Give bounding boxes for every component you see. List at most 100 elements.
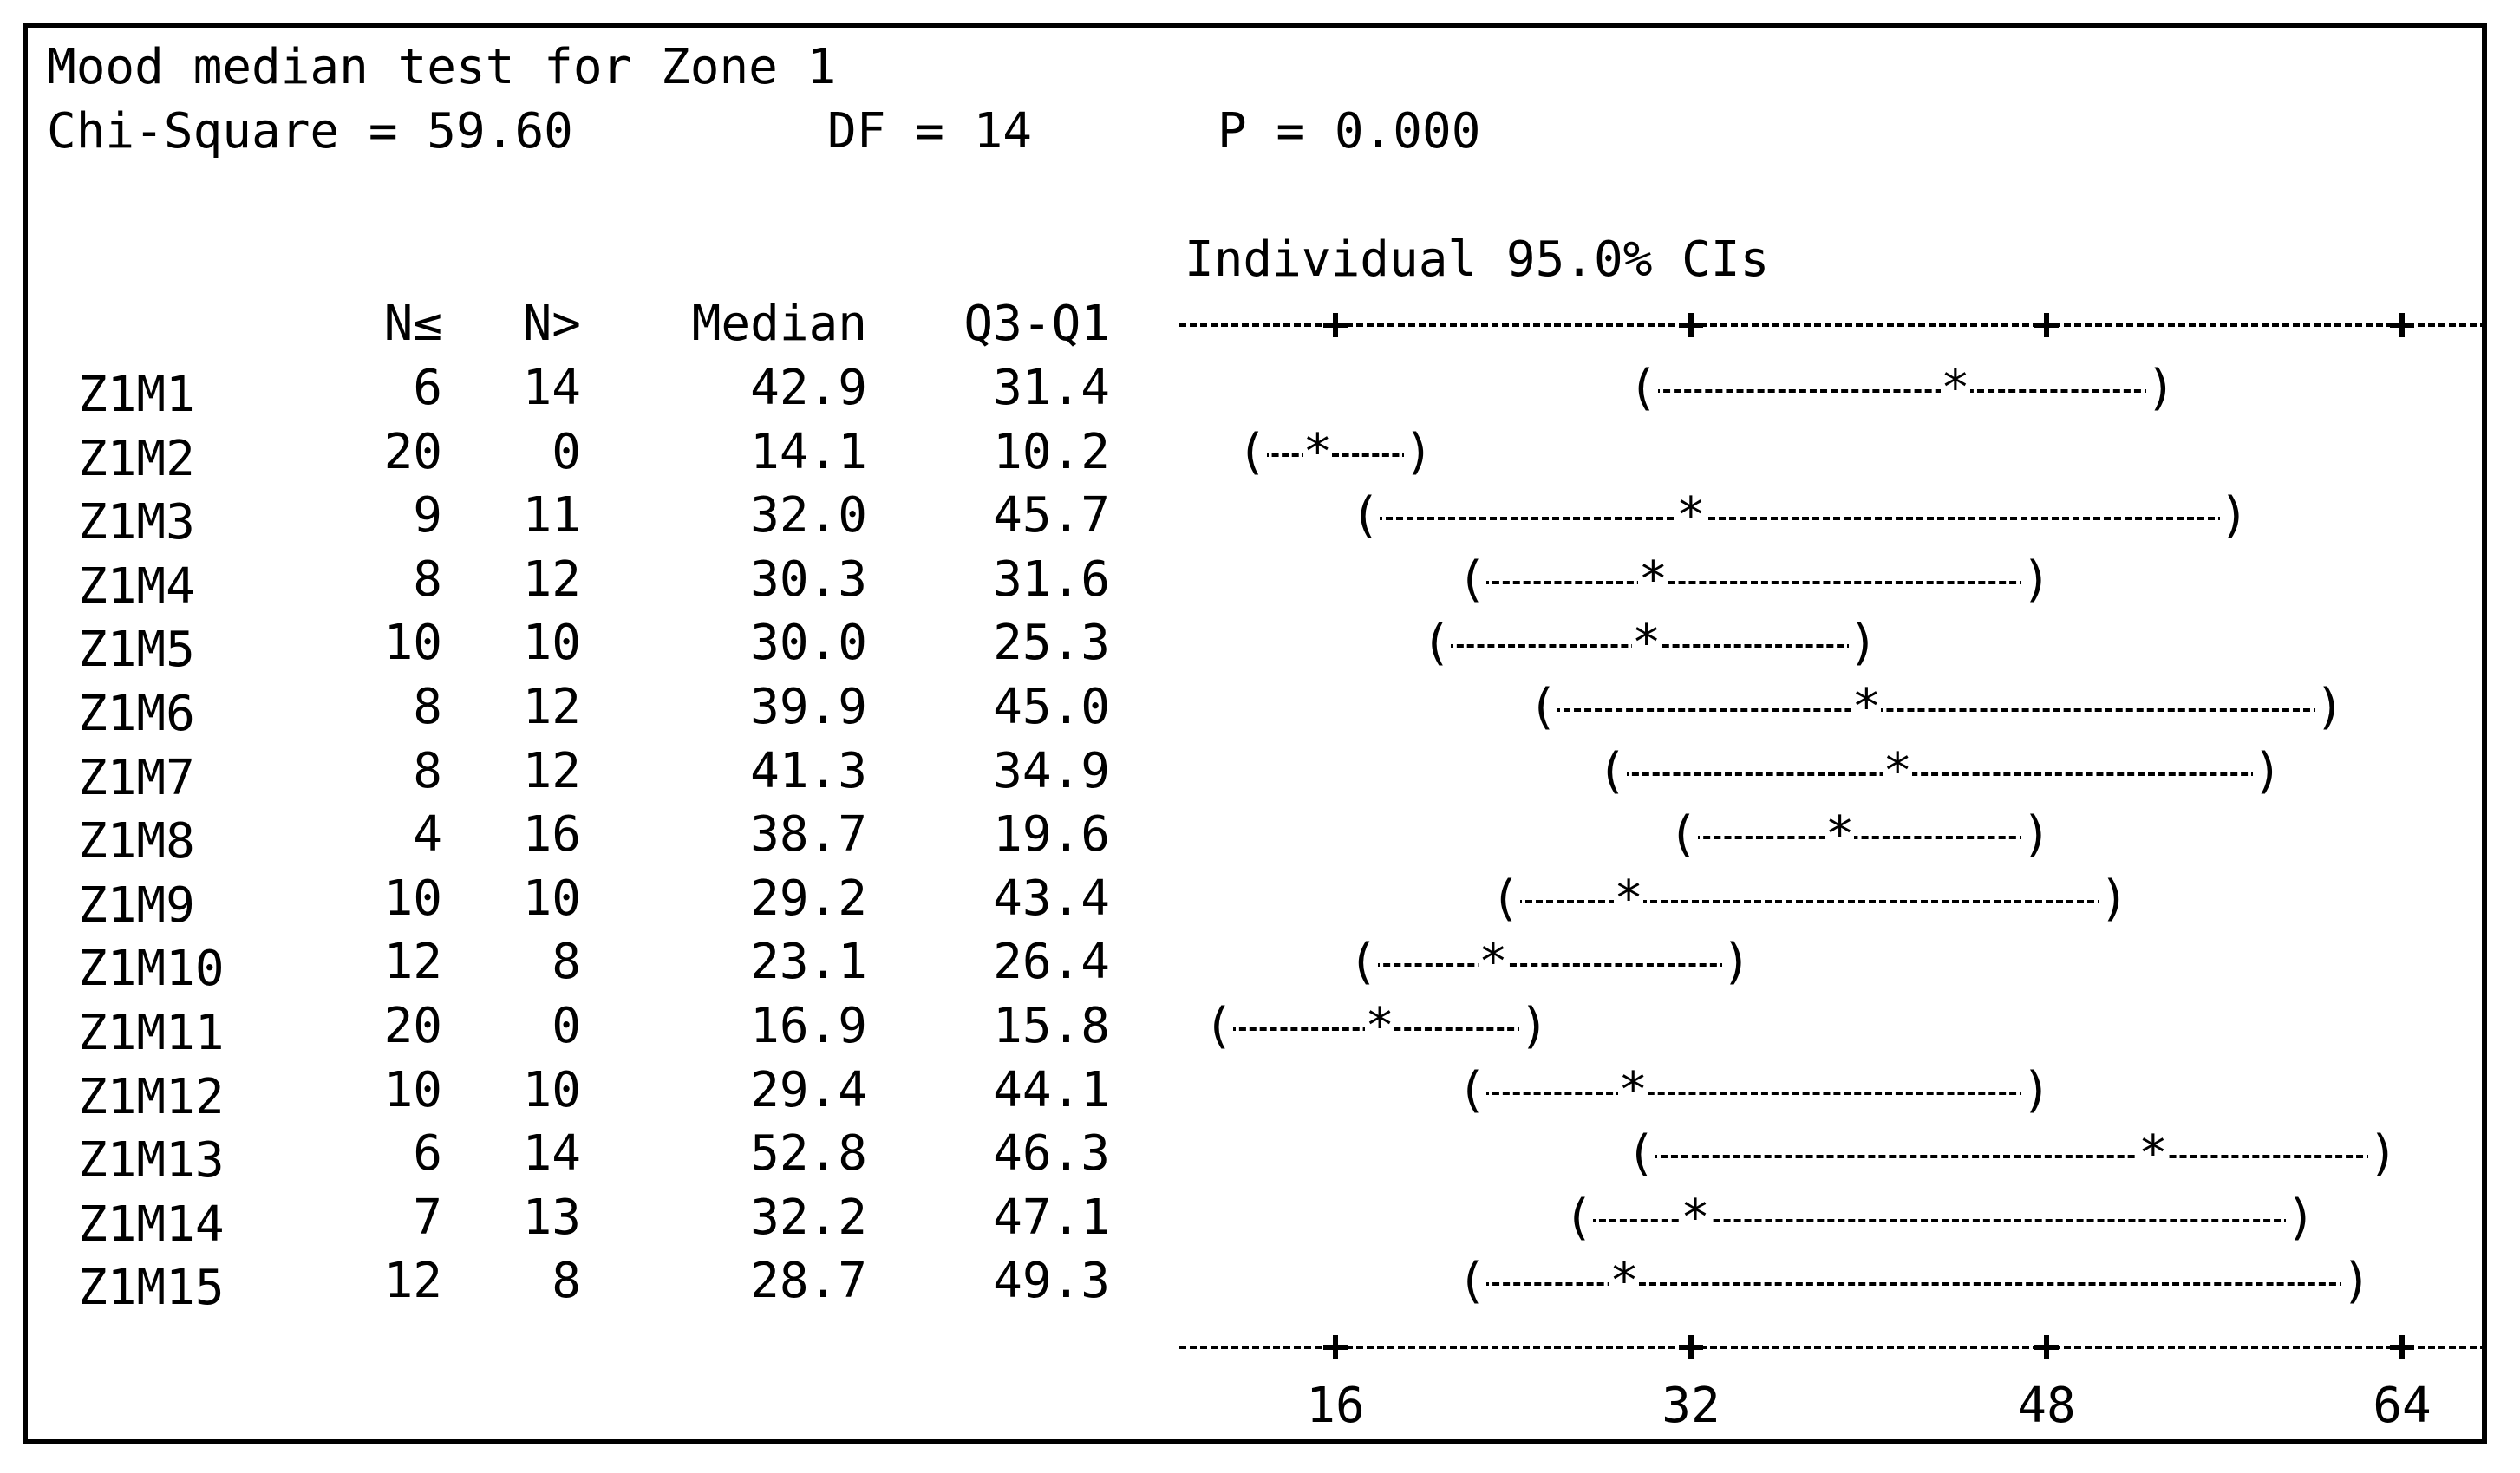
ci-upper-bound: )	[2145, 360, 2176, 416]
axis-tick-mark	[2390, 323, 2414, 328]
row-median: 38.7	[750, 806, 867, 864]
row-median: 32.0	[750, 487, 867, 544]
ci-lower-bound: (	[1668, 806, 1698, 864]
row-n-gt: 10	[522, 1061, 581, 1118]
row-name: Z1M5	[78, 622, 195, 679]
row-q3q1: 19.6	[993, 806, 1110, 864]
ci-lower-bound: (	[1564, 1189, 1594, 1246]
row-n-le: 6	[413, 1125, 442, 1183]
row-q3q1: 45.0	[993, 679, 1110, 735]
row-name: Z1M2	[78, 430, 195, 487]
ci-upper-bound: )	[2252, 742, 2282, 799]
ci-lower-bound: (	[1626, 1125, 1656, 1183]
ci-upper-bound: )	[2021, 806, 2052, 864]
row-n-le: 12	[383, 934, 442, 991]
ci-median-marker: *	[1478, 934, 1508, 991]
ci-lower-bound: (	[1421, 615, 1452, 672]
row-n-gt: 14	[522, 1125, 581, 1183]
ci-interval: () *	[1626, 1126, 2398, 1187]
test-title: Mood median test for Zone 1	[47, 39, 837, 95]
row-q3q1: 49.3	[993, 1253, 1110, 1310]
row-n-le: 10	[383, 1061, 442, 1118]
ci-lower-bound: (	[1457, 1061, 1487, 1118]
row-name: Z1M14	[78, 1196, 225, 1253]
ci-lower-bound: (	[1528, 679, 1558, 735]
row-q3q1: 15.8	[993, 998, 1110, 1054]
row-name: Z1M4	[78, 557, 195, 615]
ci-upper-bound: )	[1404, 423, 1433, 480]
row-n-gt: 10	[522, 615, 581, 672]
ci-dash-line	[1373, 963, 1727, 968]
df-stat: DF = 14	[827, 103, 1033, 160]
ci-dash-line	[1552, 708, 2321, 712]
ci-interval: () *	[1421, 616, 1878, 676]
ci-median-marker: *	[1618, 1061, 1648, 1118]
col-header-median: Median	[691, 296, 867, 352]
row-median: 16.9	[750, 998, 867, 1054]
row-q3q1: 46.3	[993, 1125, 1110, 1183]
col-header-n-le: N≤	[383, 296, 442, 352]
row-q3q1: 31.4	[993, 360, 1110, 416]
ci-lower-bound: (	[1350, 487, 1381, 544]
row-n-gt: 12	[522, 679, 581, 735]
ci-median-marker: *	[1883, 742, 1913, 799]
row-n-gt: 13	[522, 1189, 581, 1246]
row-n-le: 20	[383, 423, 442, 480]
row-n-gt: 10	[522, 870, 581, 927]
row-median: 39.9	[750, 679, 867, 735]
ci-interval: () *	[1457, 551, 2052, 613]
ci-median-marker: *	[1681, 1189, 1710, 1246]
ci-upper-bound: )	[2099, 870, 2129, 927]
row-q3q1: 34.9	[993, 742, 1110, 799]
row-q3q1: 43.4	[993, 870, 1110, 927]
ci-median-marker: *	[1302, 423, 1333, 480]
ci-interval: () *	[1491, 870, 2129, 932]
row-n-gt: 11	[522, 487, 581, 544]
axis-tick-mark	[1679, 323, 1703, 328]
ci-interval: () *	[1597, 742, 2282, 805]
axis-tick-label: 48	[2017, 1378, 2076, 1434]
col-header-n-gt: N>	[522, 296, 581, 352]
row-n-le: 10	[383, 615, 442, 672]
ci-dash-line	[1652, 389, 2151, 393]
row-n-gt: 0	[552, 423, 581, 480]
ci-lower-bound: (	[1237, 423, 1267, 480]
row-median: 30.3	[750, 551, 867, 608]
ci-upper-bound: )	[2341, 1253, 2372, 1310]
row-n-le: 8	[413, 551, 442, 608]
ci-upper-bound: )	[2219, 487, 2249, 544]
row-q3q1: 26.4	[993, 934, 1110, 991]
ci-lower-bound: (	[1491, 870, 1520, 927]
ci-median-marker: *	[1614, 870, 1643, 927]
axis-tick-mark	[2034, 1345, 2059, 1350]
ci-upper-bound: )	[1848, 615, 1878, 672]
ci-lower-bound: (	[1628, 360, 1658, 416]
axis-tick-mark	[1323, 1345, 1348, 1350]
ci-interval: () *	[1528, 680, 2345, 740]
axis-tick-mark	[1679, 1345, 1703, 1350]
ci-dash-line	[1515, 899, 2105, 903]
ci-lower-bound: (	[1597, 742, 1627, 799]
row-n-le: 9	[413, 487, 442, 544]
ci-interval: () *	[1628, 361, 2176, 421]
axis-top-line	[1179, 323, 2487, 327]
ci-interval: () *	[1668, 807, 2052, 868]
row-n-le: 8	[413, 742, 442, 799]
ci-dash-line	[1261, 453, 1410, 457]
row-name: Z1M6	[78, 686, 195, 742]
row-median: 52.8	[750, 1125, 867, 1183]
row-n-le: 4	[413, 806, 442, 864]
axis-bottom-line	[1179, 1346, 2487, 1349]
ci-lower-bound: (	[1457, 1253, 1487, 1310]
row-median: 41.3	[750, 742, 867, 799]
row-n-le: 6	[413, 360, 442, 416]
p-value-stat: P = 0.000	[1218, 103, 1481, 160]
ci-dash-line	[1481, 1091, 2027, 1095]
row-n-le: 12	[383, 1253, 442, 1310]
ci-upper-bound: )	[1519, 998, 1550, 1054]
row-q3q1: 31.6	[993, 551, 1110, 608]
row-name: Z1M13	[78, 1132, 225, 1189]
ci-dash-line	[1588, 1218, 2292, 1222]
row-name: Z1M15	[78, 1260, 225, 1317]
row-n-gt: 12	[522, 551, 581, 608]
